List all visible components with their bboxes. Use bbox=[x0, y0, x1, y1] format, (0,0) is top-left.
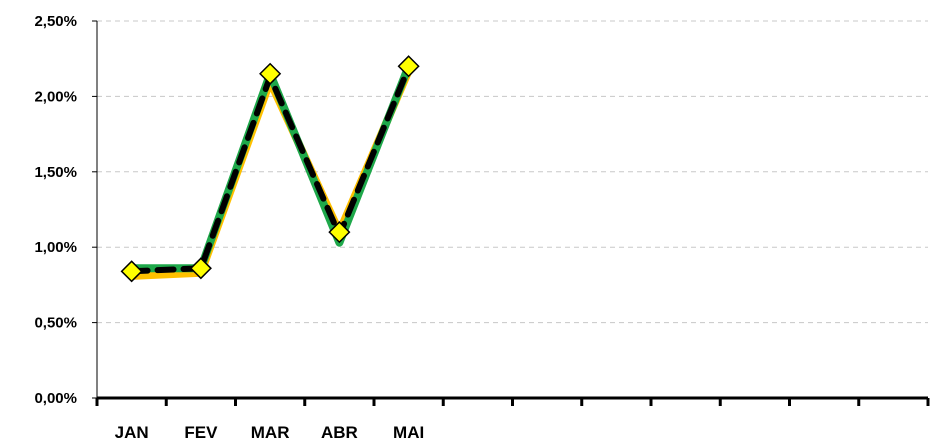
data-point-marker bbox=[120, 260, 143, 283]
y-tick-label: 0,50% bbox=[34, 315, 77, 332]
series-lines bbox=[128, 64, 413, 280]
y-tick-label: 1,00% bbox=[34, 239, 77, 256]
data-point-marker bbox=[189, 257, 212, 280]
y-tick-label: 0,00% bbox=[34, 390, 77, 407]
y-axis-tick-labels: 0,00% 0,50% 1,00% 1,50% 2,00% 2,50% bbox=[34, 13, 77, 407]
x-axis-category-labels: JAN FEV MAR ABR MAI bbox=[115, 423, 425, 442]
x-axis-tick-marks bbox=[95, 398, 930, 406]
x-category-label: MAR bbox=[251, 423, 290, 442]
data-point-marker bbox=[259, 62, 282, 85]
x-category-label: FEV bbox=[184, 423, 218, 442]
y-tick-label: 1,50% bbox=[34, 164, 77, 181]
gridlines bbox=[97, 20, 928, 324]
data-point-marker bbox=[328, 221, 351, 244]
series-markers bbox=[120, 55, 420, 283]
x-category-label: ABR bbox=[321, 423, 358, 442]
x-category-label: MAI bbox=[393, 423, 424, 442]
data-point-marker bbox=[397, 55, 420, 78]
x-category-label: JAN bbox=[115, 423, 149, 442]
y-tick-label: 2,50% bbox=[34, 13, 77, 30]
y-tick-label: 2,00% bbox=[34, 88, 77, 105]
